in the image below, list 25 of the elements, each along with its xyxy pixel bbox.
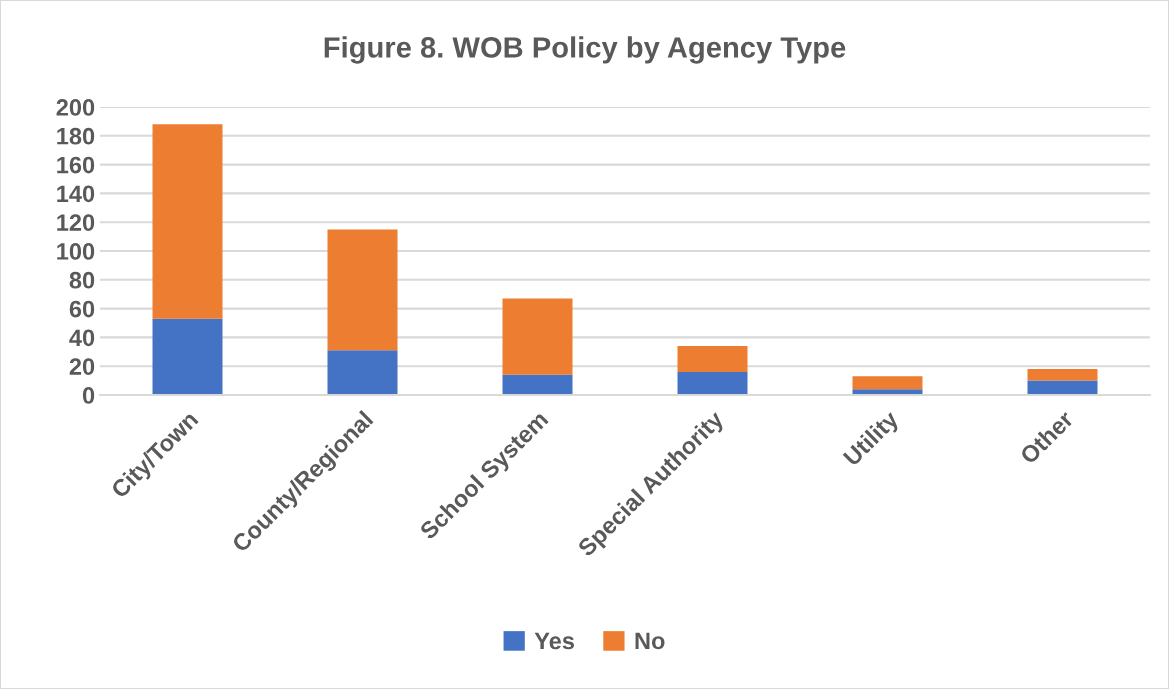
y-tick-label: 0 [82, 387, 95, 404]
bar [327, 350, 398, 395]
bar [677, 346, 748, 372]
y-tick-label: 60 [69, 300, 95, 318]
bar [1027, 380, 1098, 395]
y-tick-label: 120 [57, 214, 95, 231]
bar [677, 371, 748, 395]
y-tick-label: 100 [57, 243, 95, 260]
y-tick-label: 200 [56, 99, 95, 116]
y-tick-label: 140 [57, 185, 95, 203]
bar [502, 374, 573, 395]
y-tick-label: 40 [69, 329, 95, 347]
bar [152, 124, 223, 319]
legend-label: No [635, 632, 665, 650]
legend-label: Yes [534, 632, 574, 650]
chart-title: Figure 8. WOB Policy by Agency Type [324, 36, 846, 64]
bar [502, 298, 573, 375]
y-tick-label: 160 [57, 156, 95, 174]
y-tick-label: 20 [69, 358, 95, 375]
bar [152, 318, 223, 395]
y-tick-label: 180 [57, 127, 95, 145]
bar [852, 376, 923, 390]
y-tick-label: 80 [69, 271, 95, 289]
bar [327, 229, 398, 351]
bar [1027, 369, 1098, 381]
